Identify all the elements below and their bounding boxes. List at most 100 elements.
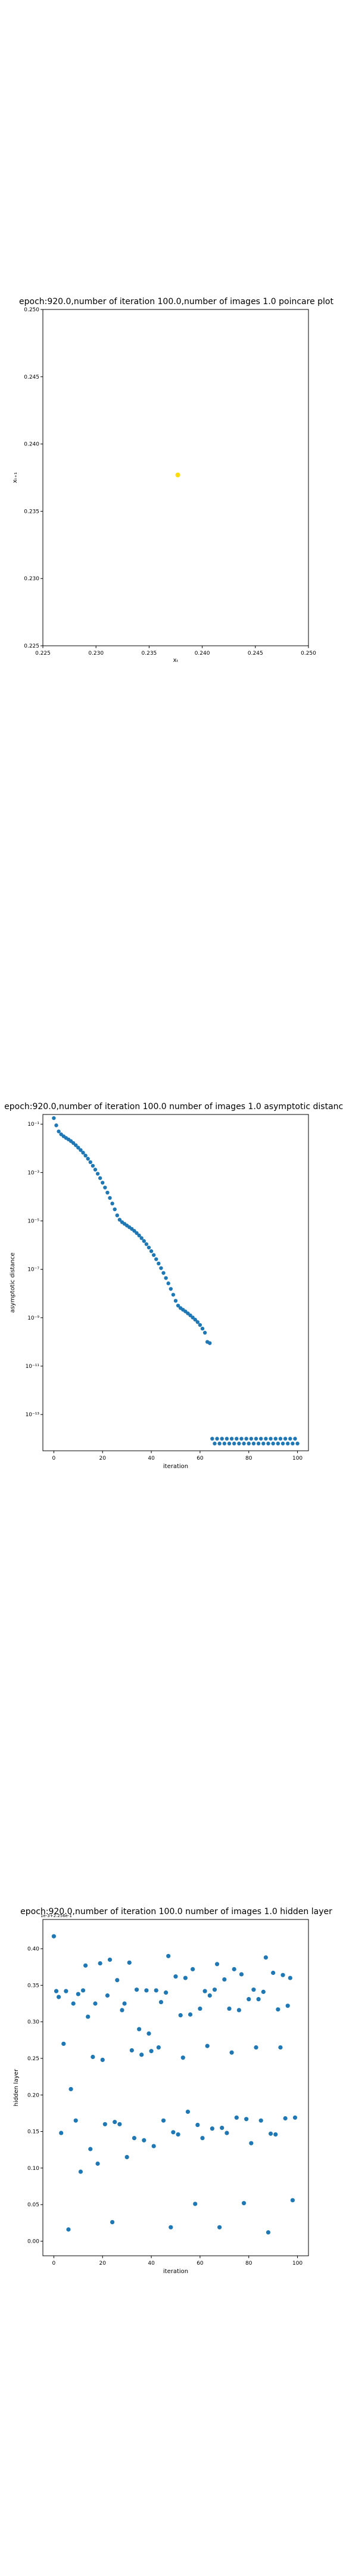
hidden-layer-data-point	[64, 1989, 68, 1993]
asymptotic-distance-data-point	[208, 1341, 212, 1345]
hidden-layer-data-point	[122, 2001, 127, 2006]
hidden-layer-data-point	[224, 2131, 229, 2135]
hidden-layer-x-tick-label: 40	[148, 2261, 155, 2267]
asymptotic-distance-data-point	[278, 1436, 283, 1441]
asymptotic-distance-data-point	[166, 1281, 170, 1286]
hidden-layer-data-point	[200, 2136, 205, 2141]
hidden-layer-data-point	[95, 2161, 100, 2166]
asymptotic-distance-data-point	[103, 1185, 107, 1190]
poincare-y-tick-label: 0.245	[24, 374, 39, 380]
asymptotic-distance-data-point	[139, 1236, 144, 1240]
hidden-layer-data-point	[180, 2055, 185, 2060]
hidden-layer-data-point	[86, 2014, 91, 2019]
hidden-layer-data-point	[158, 1999, 164, 2005]
hidden-layer-data-point	[68, 2086, 73, 2092]
hidden-layer-data-point	[258, 2118, 263, 2123]
hidden-layer-data-point	[183, 1976, 188, 1980]
asymptotic-distance-data-point	[269, 1436, 273, 1441]
hidden-layer-data-point	[251, 1987, 256, 1992]
hidden-layer-data-point	[205, 2044, 210, 2048]
hidden-layer-data-point	[56, 1995, 61, 1999]
asymptotic-distance-y-tick-label: 10⁻¹³	[26, 1412, 40, 1418]
asymptotic-distance-y-tick-label: 10⁻⁷	[27, 1267, 39, 1273]
asymptotic-distance-data-point	[105, 1190, 110, 1195]
asymptotic-distance-data-point	[264, 1436, 268, 1441]
asymptotic-distance-data-point	[273, 1436, 277, 1441]
hidden-layer-data-point	[176, 2132, 180, 2137]
asymptotic-distance-x-tick-label: 80	[245, 1456, 252, 1462]
asymptotic-distance-data-point	[113, 1207, 117, 1212]
hidden-layer-data-point	[78, 2169, 83, 2174]
hidden-layer-data-point	[292, 2115, 298, 2120]
asymptotic-distance-data-point	[283, 1436, 288, 1441]
asymptotic-distance-data-point	[288, 1436, 292, 1441]
asymptotic-distance-data-point	[217, 1441, 222, 1446]
hidden-layer-data-point	[120, 2008, 124, 2012]
asymptotic-distance-data-point	[81, 1150, 85, 1155]
hidden-layer-y-tick-label: 0.30	[27, 2020, 39, 2026]
poincare-x-tick-label: 0.225	[35, 651, 51, 657]
asymptotic-distance-x-tick-label: 100	[292, 1456, 303, 1462]
hidden-layer-data-point	[234, 2115, 239, 2120]
asymptotic-distance-data-point	[71, 1141, 76, 1145]
hidden-layer-data-point	[115, 1978, 120, 1983]
hidden-layer-data-point	[280, 1973, 285, 1977]
hidden-layer-data-point	[102, 2122, 107, 2126]
hidden-layer-y-tick-label: 0.10	[27, 2166, 39, 2172]
hidden-layer-x-tick-label: 80	[245, 2261, 252, 2267]
hidden-layer-y-axis-label: hidden layer	[13, 2069, 20, 2106]
asymptotic-distance-data-point	[235, 1436, 239, 1441]
hidden-layer-data-point	[166, 1953, 171, 1958]
hidden-layer-data-point	[71, 2001, 76, 2006]
asymptotic-distance-data-point	[135, 1231, 139, 1236]
hidden-layer-x-tick-label: 20	[99, 2261, 107, 2267]
hidden-layer-data-point	[98, 1961, 102, 1966]
hidden-layer-data-point	[154, 1988, 158, 1993]
hidden-layer-data-point	[278, 2045, 283, 2050]
asymptotic-distance-x-tick-label: 40	[148, 1456, 155, 1462]
hidden-layer-chart: epoch:920.0,number of iteration 100.0 nu…	[13, 1907, 332, 2275]
asymptotic-distance-data-point	[195, 1320, 200, 1324]
asymptotic-distance-data-point	[176, 1304, 180, 1308]
hidden-layer-data-point	[178, 2013, 183, 2018]
asymptotic-distance-data-point	[173, 1299, 178, 1303]
hidden-layer-data-point	[144, 1988, 149, 1993]
hidden-layer-data-point	[59, 2131, 64, 2135]
asymptotic-distance-data-point	[98, 1176, 102, 1180]
poincare-chart: epoch:920.0,number of iteration 100.0,nu…	[12, 297, 333, 664]
asymptotic-distance-data-point	[54, 1123, 58, 1128]
asymptotic-distance-data-point	[142, 1239, 146, 1243]
asymptotic-distance-data-point	[115, 1213, 119, 1218]
hidden-layer-data-point	[263, 1955, 268, 1960]
asymptotic-distance-x-tick-label: 0	[52, 1456, 56, 1462]
asymptotic-distance-data-point	[229, 1436, 234, 1441]
asymptotic-distance-data-point	[171, 1293, 176, 1297]
asymptotic-distance-data-point	[237, 1441, 241, 1446]
hidden-layer-data-point	[210, 2126, 214, 2131]
asymptotic-distance-y-tick-label: 10⁻⁵	[27, 1219, 39, 1225]
hidden-layer-data-point	[220, 2125, 224, 2131]
hidden-layer-y-tick-label: 0.05	[27, 2202, 39, 2208]
hidden-layer-offset-label: 1e-3+2.256e-1	[40, 1914, 72, 1918]
asymptotic-distance-data-point	[144, 1242, 149, 1246]
hidden-layer-data-point	[236, 2008, 241, 2012]
hidden-layer-data-point	[73, 2118, 78, 2123]
asymptotic-distance-data-point	[251, 1441, 256, 1446]
asymptotic-distance-data-point	[83, 1153, 88, 1158]
hidden-layer-data-point	[212, 1987, 217, 1992]
poincare-data-point	[175, 472, 180, 478]
asymptotic-distance-data-point	[76, 1145, 80, 1150]
asymptotic-distance-data-point	[154, 1257, 158, 1261]
asymptotic-distance-x-axis-label: iteration	[163, 1463, 188, 1470]
asymptotic-distance-data-point	[254, 1436, 258, 1441]
hidden-layer-y-tick-label: 0.15	[27, 2129, 39, 2135]
poincare-x-tick-label: 0.230	[88, 651, 104, 657]
asymptotic-distance-data-point	[213, 1441, 217, 1446]
asymptotic-distance-data-point	[149, 1249, 154, 1253]
hidden-layer-data-point	[146, 2031, 151, 2036]
hidden-layer-y-tick-label: 0.20	[27, 2092, 39, 2098]
hidden-layer-data-point	[134, 1987, 139, 1992]
asymptotic-distance-y-tick-label: 10⁻³	[27, 1170, 39, 1176]
hidden-layer-y-tick-label: 0.40	[27, 1946, 39, 1952]
